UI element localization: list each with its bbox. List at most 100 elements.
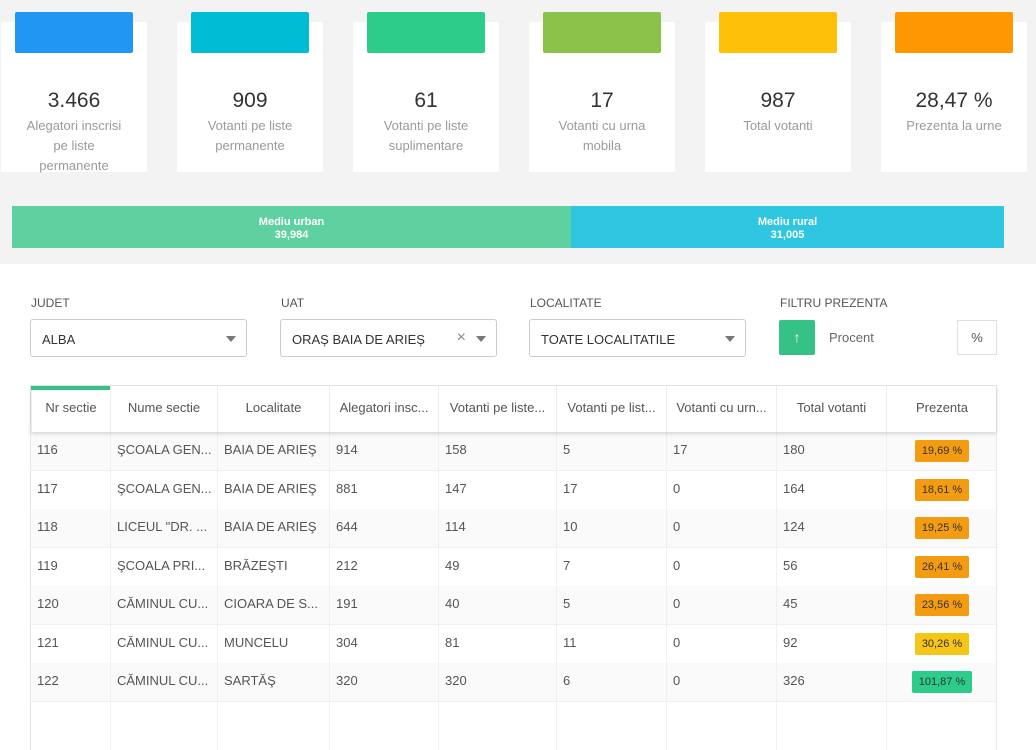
- cell-vum: 0: [666, 663, 776, 701]
- header-nume-sectie[interactable]: Nume sectie: [110, 386, 217, 432]
- stat-card-votanti-suplimentare: 61 Votanti pe liste suplimentare: [353, 12, 499, 172]
- cell-prez: 30,26 %: [886, 624, 997, 663]
- table-row[interactable]: 120 CĂMINUL CU... CIOARA DE S... 191 40 5 0 45 2…: [31, 586, 996, 625]
- column-divider: [110, 432, 111, 750]
- stat-card-value: 61: [414, 89, 438, 112]
- judet-select[interactable]: ALBA: [30, 319, 247, 357]
- cell-nr: 116: [37, 442, 58, 457]
- cell-prez: 26,41 %: [886, 547, 997, 586]
- column-divider: [438, 432, 439, 750]
- cell-loc: BAIA DE ARIEŞ: [217, 470, 329, 509]
- stat-card-value: 28,47 %: [915, 89, 993, 112]
- chevron-down-icon: [725, 336, 735, 342]
- cell-aleg: 191: [329, 586, 438, 624]
- header-prezenta[interactable]: Prezenta: [886, 386, 997, 432]
- cell-vum: 0: [666, 509, 776, 547]
- prezenta-filter-label: FILTRU PREZENTA: [780, 296, 888, 310]
- header-votanti-liste-suplimentare[interactable]: Votanti pe list...: [556, 386, 666, 432]
- table-row[interactable]: 121 CĂMINUL CU... MUNCELU 304 81 11 0 92 30,26 %: [31, 624, 997, 664]
- cell-nume: ŞCOALA GEN...: [110, 470, 217, 509]
- header-votanti-liste-permanente[interactable]: Votanti pe liste...: [438, 386, 556, 432]
- column-divider: [556, 432, 557, 750]
- header-nr-sectie[interactable]: Nr sectie: [31, 386, 110, 432]
- stat-card-color-bar: [719, 12, 837, 53]
- localitate-value: TOATE LOCALITATILE: [541, 332, 676, 347]
- stat-card-label: Votanti pe liste permanente: [207, 118, 293, 153]
- table-row[interactable]: 119 ŞCOALA PRI... BRĂZEŞTI 212 49 7 0 56 26,41 %: [31, 547, 997, 587]
- header-localitate[interactable]: Localitate: [217, 386, 329, 432]
- cell-nr: 119: [37, 557, 58, 573]
- urban-rural-bar: Mediu urban 39,984 Mediu rural 31,005: [12, 206, 1004, 248]
- urban-label: Mediu urban: [258, 216, 325, 228]
- column-divider: [886, 432, 887, 750]
- table-row[interactable]: 117 ŞCOALA GEN... BAIA DE ARIEŞ 881 147 17 0 16…: [31, 470, 996, 510]
- header-alegatori[interactable]: Alegatori insc...: [329, 386, 438, 432]
- urban-value: 39,984: [274, 229, 309, 241]
- column-divider: [217, 432, 218, 750]
- cell-nume: CĂMINUL CU...: [110, 663, 217, 701]
- cell-vls: 7: [556, 547, 666, 586]
- rural-label: Mediu rural: [757, 216, 818, 228]
- table-row[interactable]: 116 ŞCOALA GEN... BAIA DE ARIEŞ 914 158 5 17 18…: [31, 432, 996, 471]
- stat-card-label: Votanti pe liste suplimentare: [383, 118, 469, 153]
- cell-nume: CĂMINUL CU...: [110, 586, 217, 624]
- stat-card-label: Total votanti: [743, 118, 813, 133]
- cell-total: 56: [776, 547, 886, 586]
- cell-vum: 0: [666, 586, 776, 624]
- stat-card-color-bar: [367, 12, 485, 53]
- judet-label: JUDET: [31, 296, 70, 310]
- cell-total: 180: [776, 432, 886, 470]
- cell-nume: ŞCOALA PRI...: [110, 547, 217, 586]
- rural-segment: Mediu rural 31,005: [571, 206, 1004, 248]
- sort-indicator: [31, 386, 110, 390]
- cell-nume: CĂMINUL CU...: [110, 624, 217, 663]
- judet-value: ALBA: [42, 332, 76, 347]
- stat-card-label: Votanti cu urna mobila: [558, 118, 646, 153]
- stat-card-color-bar: [543, 12, 661, 53]
- stat-card-votanti-permanente: 909 Votanti pe liste permanente: [177, 12, 323, 172]
- header-votanti-urna-mobila[interactable]: Votanti cu urn...: [666, 386, 776, 432]
- prezenta-badge: 26,41 %: [914, 555, 970, 578]
- cell-vlp: 158: [438, 432, 556, 470]
- stat-cards: 3.466 Alegatori inscrisi pe liste perman…: [0, 0, 1036, 175]
- chevron-down-icon: [226, 336, 236, 342]
- stat-card-color-bar: [15, 12, 133, 53]
- clear-icon[interactable]: ×: [456, 329, 466, 346]
- cell-vls: 10: [556, 509, 666, 547]
- table-header: Nr sectie Nume sectie Localitate Alegato…: [31, 386, 996, 432]
- prezenta-badge: 19,25 %: [914, 517, 970, 539]
- stat-card-color-bar: [191, 12, 309, 53]
- cell-vlp: 320: [438, 663, 556, 701]
- table-row[interactable]: 122 CĂMINUL CU... SARTĂŞ 320 320 6 0 326 101,87 …: [31, 663, 996, 702]
- localitate-select[interactable]: TOATE LOCALITATILE: [529, 319, 746, 357]
- cell-total: 45: [776, 586, 886, 624]
- uat-select[interactable]: ORAȘ BAIA DE ARIEȘ ×: [280, 319, 497, 357]
- cell-vlp: 147: [438, 470, 556, 509]
- procent-input[interactable]: Procent: [829, 330, 874, 345]
- cell-total: 124: [776, 509, 886, 547]
- sectii-table: Nr sectie Nume sectie Localitate Alegato…: [30, 385, 997, 750]
- cell-vlp: 114: [438, 509, 556, 547]
- sort-arrow-up-button[interactable]: ↑: [779, 320, 815, 355]
- cell-prez: 19,69 %: [886, 432, 997, 470]
- cell-nr: 118: [37, 519, 58, 534]
- cell-vls: 17: [556, 470, 666, 509]
- cell-loc: SARTĂŞ: [217, 663, 329, 701]
- column-divider: [666, 432, 667, 750]
- cell-prez: 101,87 %: [886, 663, 997, 701]
- column-divider: [776, 432, 777, 750]
- cell-nume: LICEUL "DR. ...: [110, 509, 217, 547]
- cell-vlp: 40: [438, 586, 556, 624]
- cell-vum: 0: [666, 624, 776, 663]
- stat-card-value: 3.466: [47, 89, 101, 112]
- table-row[interactable]: 118 LICEUL "DR. ... BAIA DE ARIEŞ 644 114 10 0…: [31, 509, 996, 548]
- cell-aleg: 644: [329, 509, 438, 547]
- prezenta-badge: 18,61 %: [914, 478, 970, 501]
- cell-vlp: 49: [438, 547, 556, 586]
- cell-vum: 0: [666, 470, 776, 509]
- chevron-down-icon: [476, 336, 486, 342]
- cell-vum: 0: [666, 547, 776, 586]
- stat-card-value: 17: [590, 89, 614, 112]
- header-total-votanti[interactable]: Total votanti: [776, 386, 886, 432]
- stat-card-value: 987: [760, 89, 796, 112]
